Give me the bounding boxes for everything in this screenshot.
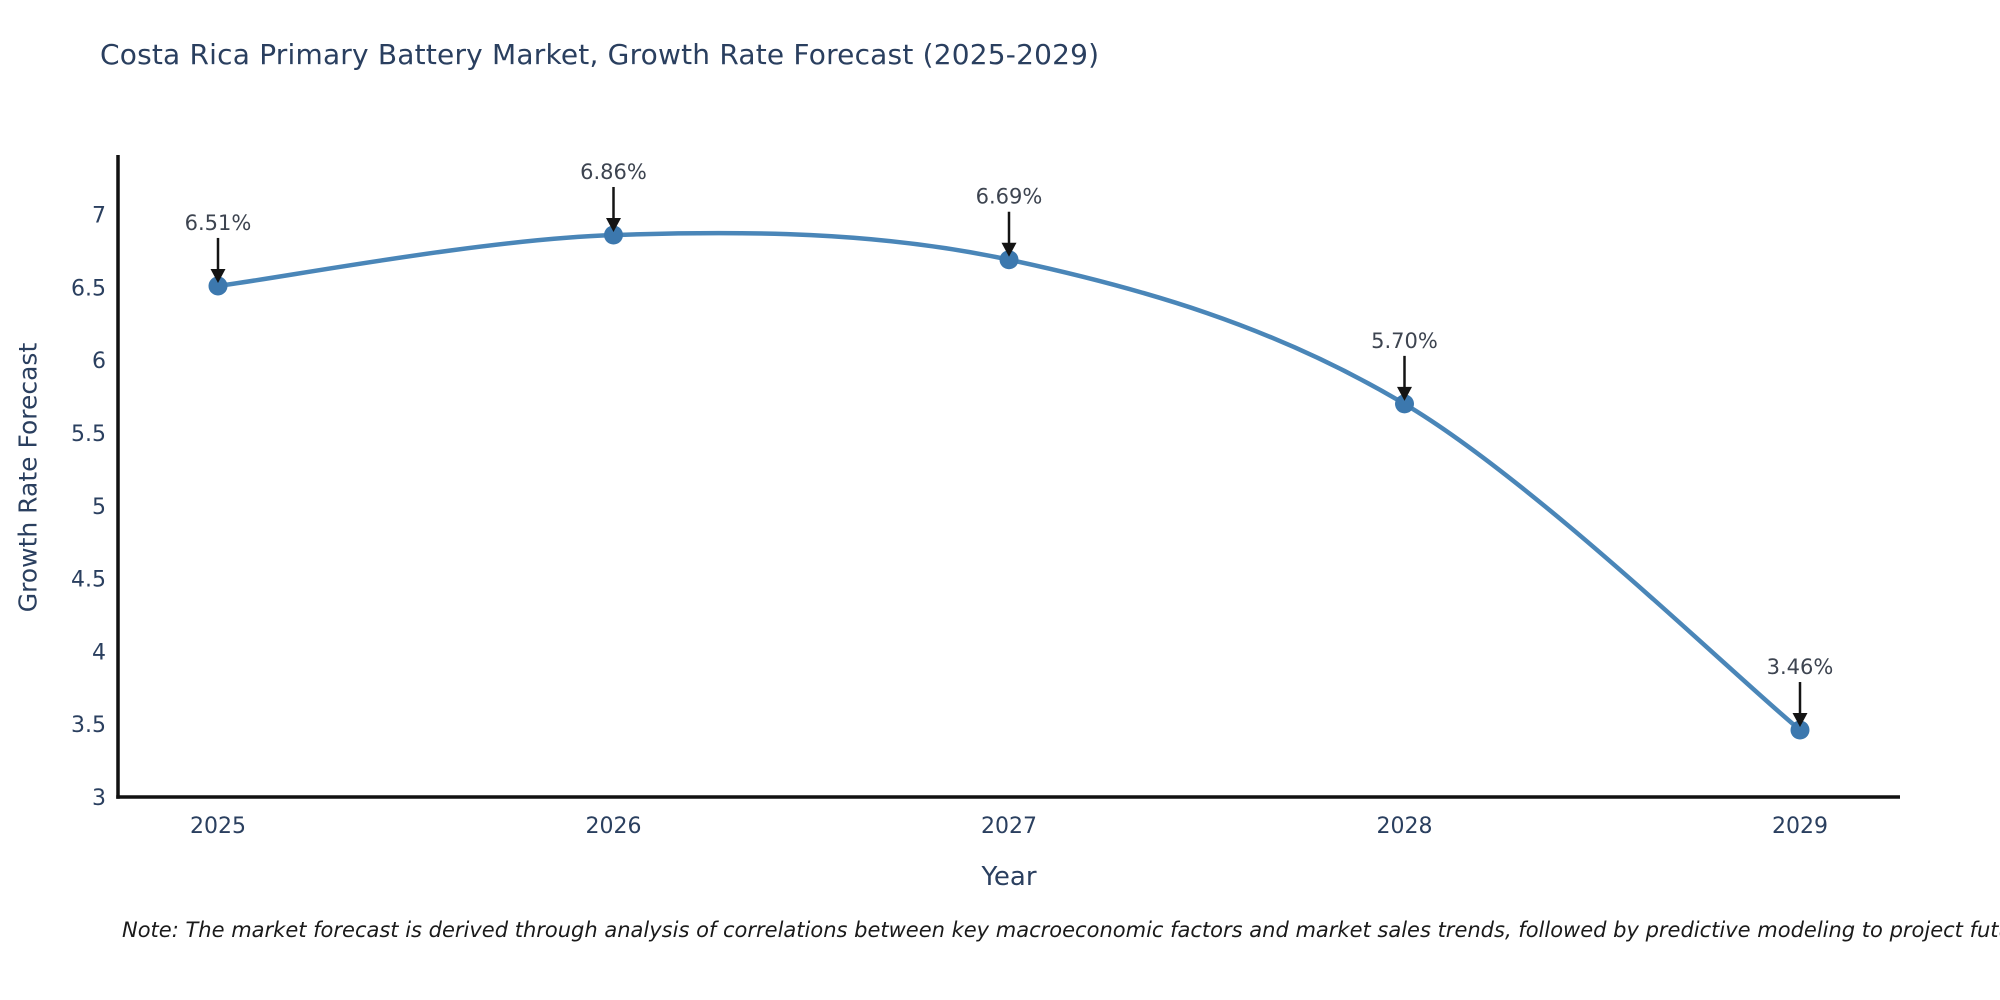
data-point-marker: [208, 276, 228, 296]
data-point-label: 3.46%: [1767, 655, 1834, 679]
footnote: Note: The market forecast is derived thr…: [122, 918, 2000, 942]
annotation-arrow-head: [606, 217, 621, 232]
y-tick-label: 7: [92, 204, 106, 229]
data-point-label: 6.51%: [185, 211, 252, 235]
forecast-line: [215, 230, 1803, 733]
y-tick-label: 5.5: [71, 422, 106, 447]
y-tick-label: 6.5: [71, 276, 106, 301]
data-point-marker: [604, 225, 623, 245]
y-tick-label: 4.5: [71, 568, 106, 593]
x-tick-label: 2025: [190, 814, 246, 839]
x-tick-label: 2028: [1377, 814, 1433, 839]
data-point-marker: [1395, 394, 1414, 414]
y-axis-title: Growth Rate Forecast: [13, 342, 43, 613]
x-axis-title: Year: [981, 862, 1037, 892]
data-point-marker: [999, 250, 1019, 270]
x-tick-label: 2029: [1772, 814, 1828, 839]
y-tick-label: 6: [92, 349, 106, 374]
annotation-arrow-head: [1397, 386, 1412, 401]
data-point-label: 5.70%: [1371, 329, 1438, 353]
y-tick-label: 5: [92, 495, 106, 520]
x-tick-label: 2027: [981, 814, 1037, 839]
annotation-arrow-head: [210, 268, 226, 283]
annotation-arrow-head: [1001, 242, 1017, 257]
data-point-label: 6.86%: [580, 160, 647, 184]
annotation-arrow-head: [1792, 713, 1808, 728]
y-tick-label: 3.5: [71, 713, 106, 738]
y-tick-label: 3: [92, 786, 106, 811]
y-tick-label: 4: [92, 640, 106, 665]
x-tick-label: 2026: [586, 814, 642, 839]
data-point-label: 6.69%: [976, 185, 1043, 209]
data-point-marker: [1790, 720, 1810, 740]
chart-title: Costa Rica Primary Battery Market, Growt…: [100, 38, 1100, 71]
